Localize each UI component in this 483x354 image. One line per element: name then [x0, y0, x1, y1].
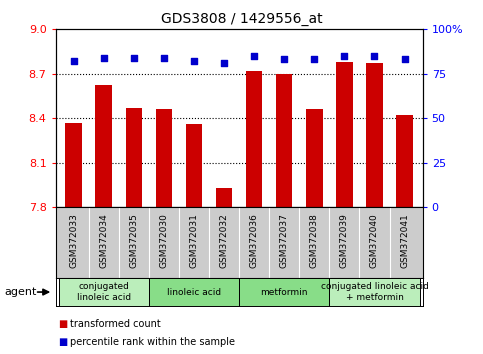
Point — [341, 53, 348, 58]
Point — [190, 58, 198, 64]
Text: conjugated
linoleic acid: conjugated linoleic acid — [77, 282, 131, 302]
Bar — [185, 124, 202, 207]
Text: GSM372035: GSM372035 — [129, 213, 138, 268]
Text: linoleic acid: linoleic acid — [167, 287, 221, 297]
Bar — [239, 278, 329, 306]
Text: GSM372040: GSM372040 — [370, 213, 379, 268]
Bar — [65, 122, 82, 207]
Point — [160, 55, 168, 60]
Bar — [336, 62, 353, 207]
Text: GSM372037: GSM372037 — [280, 213, 289, 268]
Point — [100, 55, 108, 60]
Text: GSM372034: GSM372034 — [99, 213, 108, 268]
Text: transformed count: transformed count — [70, 319, 161, 329]
Text: percentile rank within the sample: percentile rank within the sample — [70, 337, 235, 347]
Point — [280, 57, 288, 62]
Point — [401, 57, 409, 62]
Text: agent: agent — [5, 287, 37, 297]
Bar — [246, 70, 262, 207]
Text: ■: ■ — [58, 337, 67, 347]
Text: GSM372036: GSM372036 — [250, 213, 258, 268]
Bar — [58, 278, 149, 306]
Text: GSM372033: GSM372033 — [69, 213, 78, 268]
Text: GSM372038: GSM372038 — [310, 213, 319, 268]
Text: GSM372041: GSM372041 — [400, 213, 409, 268]
Point — [311, 57, 318, 62]
Bar — [96, 85, 112, 207]
Point — [370, 53, 378, 58]
Text: GSM372032: GSM372032 — [220, 213, 228, 268]
Text: ■: ■ — [58, 319, 67, 329]
Bar — [156, 109, 172, 207]
Point — [70, 58, 77, 64]
Bar — [276, 74, 293, 207]
Bar — [329, 278, 420, 306]
Text: GSM372031: GSM372031 — [189, 213, 199, 268]
Text: GSM372030: GSM372030 — [159, 213, 169, 268]
Point — [220, 60, 228, 66]
Text: GSM372039: GSM372039 — [340, 213, 349, 268]
Bar — [126, 108, 142, 207]
Bar — [366, 63, 383, 207]
Bar — [396, 115, 413, 207]
Text: metformin: metformin — [260, 287, 308, 297]
Text: conjugated linoleic acid
+ metformin: conjugated linoleic acid + metformin — [321, 282, 428, 302]
Bar — [306, 109, 323, 207]
Point — [250, 53, 258, 58]
Bar — [216, 188, 232, 207]
Bar — [149, 278, 239, 306]
Text: GDS3808 / 1429556_at: GDS3808 / 1429556_at — [161, 12, 322, 27]
Point — [130, 55, 138, 60]
